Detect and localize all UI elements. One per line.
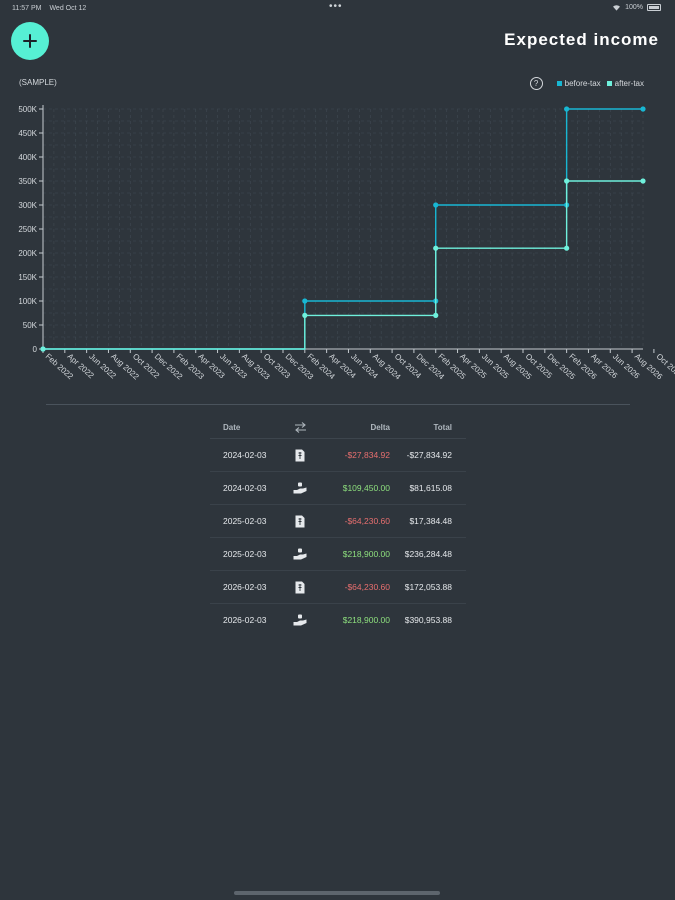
hand-money-icon xyxy=(293,548,307,560)
data-point xyxy=(302,312,308,318)
data-point xyxy=(564,245,570,251)
row-type xyxy=(282,482,318,494)
legend-label: before-tax xyxy=(564,79,601,88)
legend-swatch xyxy=(556,81,562,86)
home-indicator[interactable] xyxy=(234,891,440,895)
y-tick-label: 350K xyxy=(18,177,37,186)
y-tick-label: 50K xyxy=(23,321,38,330)
legend-swatch xyxy=(606,81,612,86)
row-type xyxy=(282,515,318,528)
row-delta: -$64,230.60 xyxy=(344,516,390,526)
y-tick-label: 250K xyxy=(18,225,37,234)
table-row[interactable]: 2025-02-03 -$64,230.60 $17,384.48 xyxy=(210,505,466,538)
legend-item-before-tax[interactable]: before-tax xyxy=(556,79,601,88)
y-tick-label: 0 xyxy=(33,345,38,354)
row-type xyxy=(282,614,318,626)
swap-icon xyxy=(294,421,306,433)
plus-icon xyxy=(23,34,37,48)
table-row[interactable]: 2026-02-03 -$64,230.60 $172,053.88 xyxy=(210,571,466,604)
row-delta: $218,900.00 xyxy=(342,615,390,625)
data-point xyxy=(640,178,646,184)
header-total[interactable]: Total xyxy=(433,422,452,432)
row-total: $390,953.88 xyxy=(404,615,452,625)
income-table: Date Delta Total 2024-02-03 -$27,834.92 -$… xyxy=(210,416,466,636)
status-time: 11:57 PM xyxy=(12,5,42,12)
legend-item-after-tax[interactable]: after-tax xyxy=(606,79,644,88)
data-point xyxy=(640,106,646,112)
y-tick-label: 500K xyxy=(18,105,37,114)
row-delta: -$64,230.60 xyxy=(344,582,390,592)
header-delta[interactable]: Delta xyxy=(370,422,390,432)
y-tick-label: 200K xyxy=(18,249,37,258)
battery-icon xyxy=(647,4,661,11)
header-type[interactable] xyxy=(282,421,318,433)
data-point xyxy=(433,245,439,251)
row-date: 2025-02-03 xyxy=(223,516,267,526)
series-line-after-tax xyxy=(43,180,643,350)
data-point xyxy=(40,346,46,352)
table-row[interactable]: 2025-02-03 $218,900.00 $236,284.48 xyxy=(210,538,466,571)
table-row[interactable]: 2024-02-03 $109,450.00 $81,615.08 xyxy=(210,472,466,505)
header-date[interactable]: Date xyxy=(223,422,241,432)
sample-label: (SAMPLE) xyxy=(19,78,57,87)
row-date: 2024-02-03 xyxy=(223,450,267,460)
table-header: Date Delta Total xyxy=(210,416,466,439)
row-date: 2026-02-03 xyxy=(223,615,267,625)
data-point xyxy=(564,178,570,184)
row-total: $81,615.08 xyxy=(409,483,452,493)
document-icon xyxy=(295,449,305,461)
hand-money-icon xyxy=(293,482,307,494)
data-point xyxy=(302,298,308,304)
row-date: 2026-02-03 xyxy=(223,582,267,592)
row-delta: $109,450.00 xyxy=(342,483,390,493)
add-button[interactable] xyxy=(11,22,49,60)
hand-money-icon xyxy=(293,614,307,626)
document-icon xyxy=(295,581,305,593)
row-delta: -$27,834.92 xyxy=(344,450,390,460)
wifi-icon xyxy=(613,5,621,11)
help-icon[interactable]: ? xyxy=(529,77,543,90)
income-chart: 0 50K 100K 150K 200K 250K 300K 350K 400K 450K 500K… xyxy=(18,105,675,382)
data-point xyxy=(433,312,439,318)
row-total: $236,284.48 xyxy=(404,549,452,559)
row-type xyxy=(282,581,318,594)
legend-label: after-tax xyxy=(614,79,644,88)
chart-legend: ? before-tax after-tax xyxy=(529,77,644,90)
row-date: 2025-02-03 xyxy=(223,549,267,559)
multitasking-dots[interactable]: ••• xyxy=(329,1,343,12)
y-tick-label: 150K xyxy=(18,273,37,282)
y-tick-label: 400K xyxy=(18,153,37,162)
status-date: Wed Oct 12 xyxy=(49,5,87,12)
row-type xyxy=(282,548,318,560)
status-bar: 11:57 PM Wed Oct 12 ••• 100% xyxy=(0,0,675,18)
document-icon xyxy=(295,515,305,527)
table-row[interactable]: 2024-02-03 -$27,834.92 -$27,834.92 xyxy=(210,439,466,472)
y-tick-label: 100K xyxy=(18,297,37,306)
row-date: 2024-02-03 xyxy=(223,483,267,493)
y-tick-label: 300K xyxy=(18,201,37,210)
data-point xyxy=(433,202,439,208)
data-point xyxy=(564,106,570,112)
battery-percent: 100% xyxy=(625,4,643,11)
page-title: Expected income xyxy=(504,30,659,49)
row-delta: $218,900.00 xyxy=(342,549,390,559)
row-total: -$27,834.92 xyxy=(406,450,452,460)
y-tick-label: 450K xyxy=(18,129,37,138)
table-row[interactable]: 2026-02-03 $218,900.00 $390,953.88 xyxy=(210,604,466,636)
row-type xyxy=(282,449,318,462)
row-total: $172,053.88 xyxy=(404,582,452,592)
divider xyxy=(46,404,630,405)
row-total: $17,384.48 xyxy=(409,516,452,526)
